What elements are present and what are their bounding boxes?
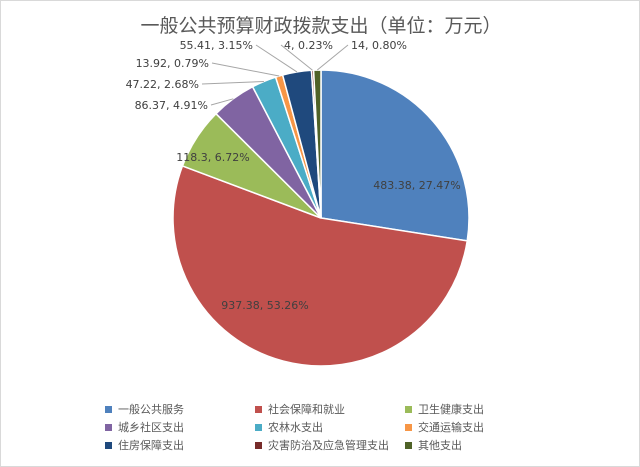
- data-label: 13.92, 0.79%: [136, 57, 209, 70]
- pie-chart: 483.38, 27.47% 937.38, 53.26% 118.3, 6.72%…: [126, 39, 470, 367]
- legend-label: 农林水支出: [268, 421, 323, 434]
- data-label: 118.3, 6.72%: [176, 151, 249, 164]
- legend-label: 城乡社区支出: [118, 421, 184, 434]
- pie-slice: [172, 164, 469, 367]
- legend-swatch: [255, 423, 262, 431]
- legend-label: 住房保障支出: [118, 439, 184, 452]
- legend-swatch: [405, 441, 412, 449]
- legend-label: 一般公共服务: [118, 403, 184, 416]
- legend-label: 卫生健康支出: [418, 403, 484, 416]
- data-label: 14, 0.80%: [351, 39, 407, 52]
- legend-item: 一般公共服务: [105, 402, 255, 416]
- legend-label: 交通运输支出: [418, 421, 484, 434]
- leader-line: [210, 98, 234, 106]
- leader-line: [201, 80, 264, 85]
- legend-swatch: [255, 441, 262, 449]
- legend-label: 灾害防治及应急管理支出: [268, 439, 389, 452]
- legend-item: 其他支出: [405, 438, 535, 452]
- leader-line: [211, 62, 280, 77]
- legend-swatch: [105, 405, 112, 413]
- legend-item: 社会保障和就业: [255, 402, 405, 416]
- legend-item: 农林水支出: [255, 420, 405, 434]
- legend-swatch: [405, 423, 412, 431]
- legend-swatch: [405, 405, 412, 413]
- data-label: 55.41, 3.15%: [180, 39, 253, 52]
- legend-item: 城乡社区支出: [105, 420, 255, 434]
- legend-item: 交通运输支出: [405, 420, 535, 434]
- leader-line: [255, 44, 298, 73]
- chart-legend: 一般公共服务 社会保障和就业 卫生健康支出城乡社区支出 农林水支出 交通运输支出住房保障…: [105, 402, 525, 452]
- data-label: 483.38, 27.47%: [373, 179, 460, 192]
- legend-label: 其他支出: [418, 439, 462, 452]
- legend-swatch: [255, 405, 262, 413]
- legend-swatch: [105, 441, 112, 449]
- legend-label: 社会保障和就业: [268, 403, 345, 416]
- legend-swatch: [105, 423, 112, 431]
- legend-item: 卫生健康支出: [405, 402, 535, 416]
- leader-line: [280, 44, 313, 71]
- pie-slice: [320, 69, 470, 242]
- data-label: 47.22, 2.68%: [126, 78, 199, 91]
- data-label: 4, 0.23%: [284, 39, 333, 52]
- legend-item: 灾害防治及应急管理支出: [255, 438, 405, 452]
- legend-item: 住房保障支出: [105, 438, 255, 452]
- data-label: 86.37, 4.91%: [135, 99, 208, 112]
- chart-title: 一般公共预算财政拨款支出（单位：万元）: [140, 15, 502, 37]
- data-label: 937.38, 53.26%: [221, 299, 308, 312]
- leader-line: [316, 44, 349, 71]
